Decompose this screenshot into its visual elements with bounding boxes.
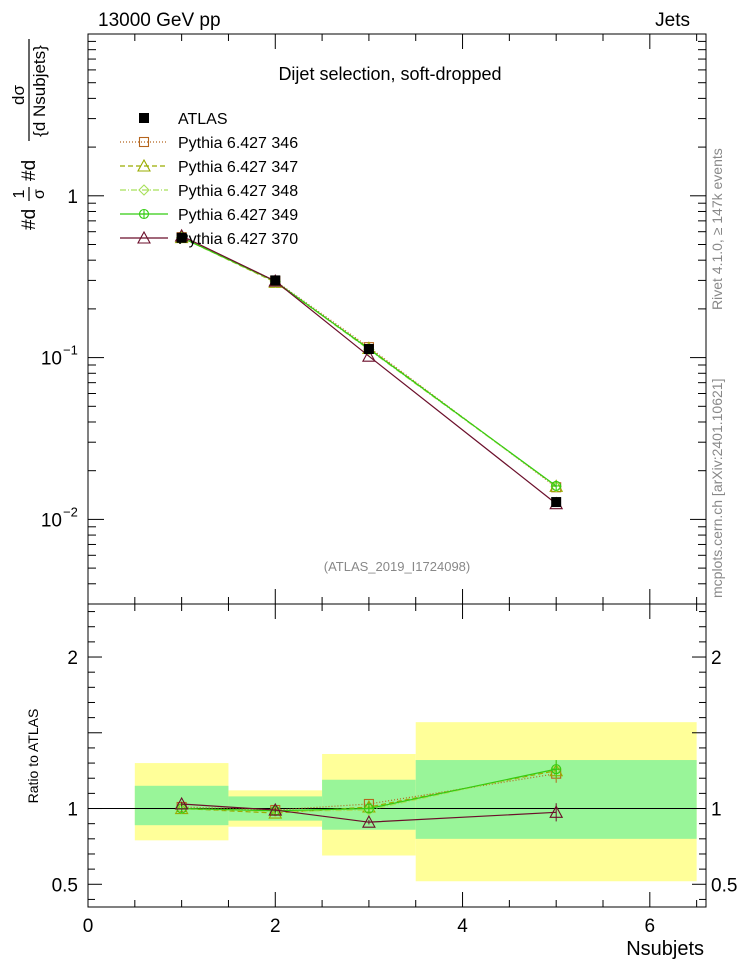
main-ytick-exponent: −1 <box>63 343 78 358</box>
ratio-point <box>268 805 283 819</box>
main-point <box>551 480 562 491</box>
main-series <box>174 228 564 510</box>
x-tick-label: 6 <box>645 916 656 937</box>
main-y-ticks: 110−110−2 <box>41 33 706 605</box>
legend-label: ATLAS <box>178 111 228 128</box>
ratio-frame <box>87 603 707 908</box>
legend: ATLAS Pythia 6.427 346 Pythia 6.427 347 Pyt… <box>120 111 298 248</box>
header-left: 13000 GeV pp <box>98 10 221 31</box>
legend-marker <box>137 158 151 172</box>
main-title: Dijet selection, soft-dropped <box>278 64 501 84</box>
rivet-label: Rivet 4.1.0, ≥ 147k events <box>709 148 725 310</box>
data-point <box>363 344 374 355</box>
ratio-ytick-label: 1 <box>67 800 78 821</box>
legend-label: Pythia 6.427 347 <box>178 159 298 176</box>
ratio-ytick-label-right: 2 <box>711 648 722 669</box>
main-line-Pythia-6.427-348 <box>181 237 557 487</box>
ratio-point <box>268 802 283 816</box>
header-right: Jets <box>655 10 690 31</box>
main-line-Pythia-6.427-346 <box>181 236 557 488</box>
ratio-bands <box>134 722 697 882</box>
ratio-point <box>549 805 564 818</box>
x-tick-label: 0 <box>83 916 94 937</box>
main-line-Pythia-6.427-349 <box>181 237 557 487</box>
main-ytick-exponent: −2 <box>63 504 78 519</box>
ratio-point <box>363 803 374 814</box>
ratio-series <box>174 760 564 828</box>
x-axis-label: Nsubjets <box>626 938 704 960</box>
ratio-point <box>174 796 189 810</box>
ratio-point <box>361 815 376 828</box>
legend-marker <box>138 184 150 196</box>
legend-marker <box>138 136 150 148</box>
legend-marker <box>139 113 149 123</box>
ratio-ytick-label: 0.5 <box>52 875 78 896</box>
x-tick-label: 4 <box>457 916 468 937</box>
legend-marker <box>137 230 151 244</box>
ylabel-prefix: #d <box>19 209 40 230</box>
data-point <box>551 497 562 508</box>
main-point <box>550 480 562 493</box>
main-ytick-label: 10 <box>41 349 62 370</box>
analysis-watermark: (ATLAS_2019_I1724098) <box>324 559 470 574</box>
ylabel-frac2-den: {d Nsubjets} <box>30 45 49 137</box>
legend-label: Pythia 6.427 346 <box>178 135 298 152</box>
main-y-label: #d 1 σ #d dσ {d Nsubjets} <box>9 39 49 230</box>
mcplots-label: mcplots.cern.ch [arXiv:2401.10621] <box>709 379 725 598</box>
legend-label: Pythia 6.427 349 <box>178 207 298 224</box>
data-point <box>176 232 187 243</box>
ylabel-frac1-den: σ <box>31 189 48 199</box>
ratio-ytick-label: 2 <box>67 648 78 669</box>
ratio-line-Pythia-6.427-349 <box>181 768 557 812</box>
ylabel-frac1-num: 1 <box>11 189 28 198</box>
ratio-y-ticks: 0.5 0.5 1 1 2 2 <box>52 611 737 900</box>
ratio-ytick-label-right: 0.5 <box>711 875 737 896</box>
ylabel-mid: #d <box>19 160 40 181</box>
x-ticks: 0 2 4 6 <box>83 34 698 937</box>
main-point <box>361 349 376 362</box>
data-point <box>270 275 281 286</box>
x-tick-label: 2 <box>270 916 281 937</box>
ratio-point <box>551 764 562 775</box>
main-ytick-label: 10 <box>41 510 62 531</box>
ratio-line-Pythia-6.427-370 <box>181 803 557 823</box>
main-line-Pythia-6.427-347 <box>181 237 557 487</box>
legend-label: Pythia 6.427 348 <box>178 183 298 200</box>
ylabel-frac2-num: dσ <box>9 85 28 105</box>
main-ytick-label: 1 <box>67 187 78 208</box>
legend-marker <box>138 208 150 220</box>
ratio-ytick-label-right: 1 <box>711 800 722 821</box>
main-line-Pythia-6.427-370 <box>181 235 557 505</box>
legend-label: Pythia 6.427 370 <box>178 231 298 248</box>
ratio-y-label: Ratio to ATLAS <box>25 709 41 804</box>
